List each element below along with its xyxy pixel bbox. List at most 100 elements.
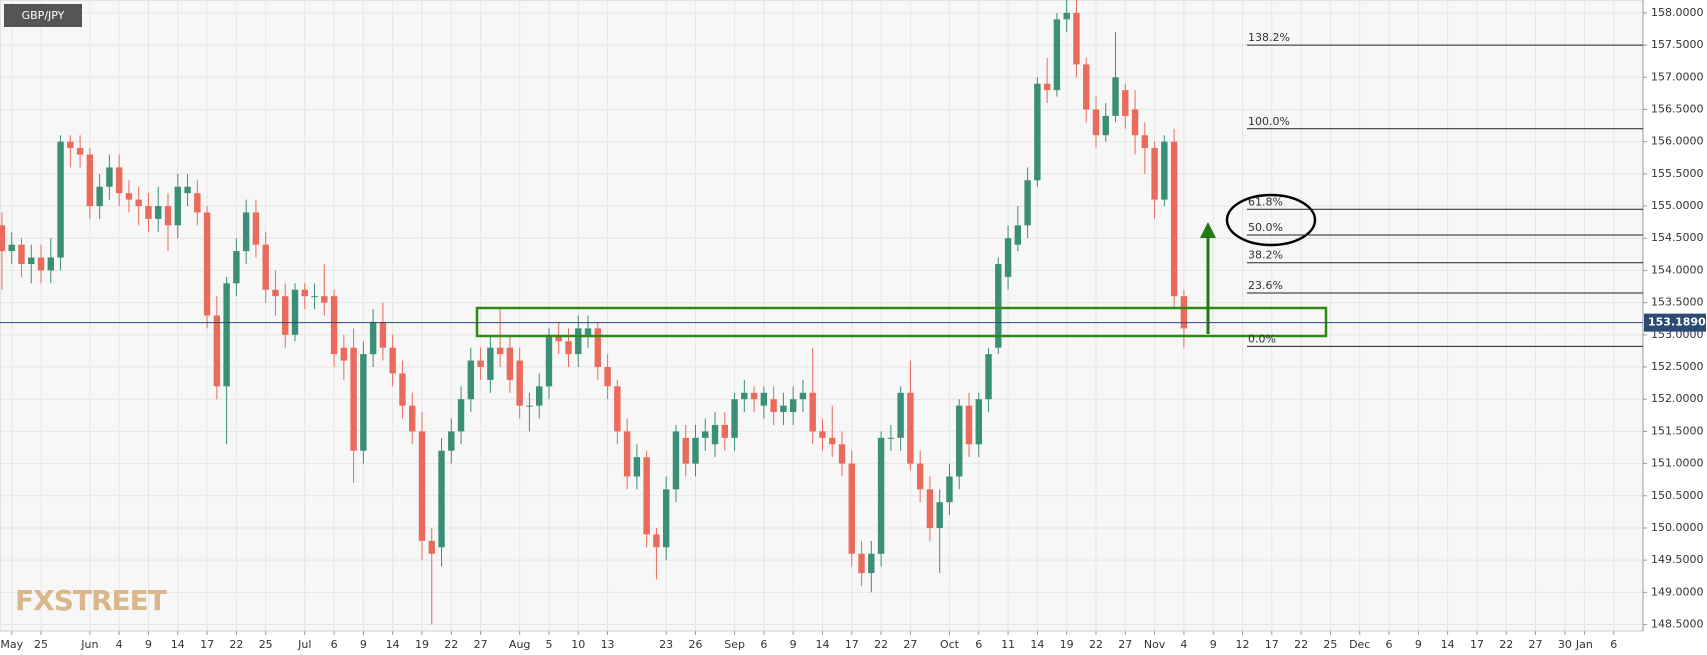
candle-body xyxy=(409,405,416,432)
fib-label: 138.2% xyxy=(1248,31,1290,44)
candle-body xyxy=(233,251,240,284)
candle-body xyxy=(291,289,299,335)
x-tick-label: 17 xyxy=(1265,638,1279,651)
candle-body xyxy=(926,489,934,528)
candle-body xyxy=(1112,77,1119,116)
y-tick-label: 155.5000 xyxy=(1651,167,1704,180)
y-tick-label: 150.0000 xyxy=(1651,521,1704,534)
candle-body xyxy=(467,360,475,400)
candle-body xyxy=(213,315,221,387)
candle-body xyxy=(350,347,357,451)
y-tick-label: 151.0000 xyxy=(1651,457,1704,470)
highlight-ellipse xyxy=(1225,193,1317,247)
candle-body xyxy=(711,424,719,445)
fib-label: 38.2% xyxy=(1248,249,1283,262)
candle-body xyxy=(115,167,123,194)
candle-body xyxy=(457,399,465,432)
y-tick-label: 156.5000 xyxy=(1651,102,1704,115)
candle-body xyxy=(985,354,992,400)
x-tick-label: 30 xyxy=(1558,638,1572,651)
candle-body xyxy=(897,392,904,438)
candle-body xyxy=(203,212,211,316)
candle-body xyxy=(1053,19,1061,91)
plot-area xyxy=(0,0,1644,632)
x-tick-label: 22 xyxy=(1499,638,1513,651)
candle-body xyxy=(584,328,592,335)
x-tick-label: 26 xyxy=(688,638,702,651)
candle-body xyxy=(125,193,133,200)
title-box xyxy=(4,4,82,27)
x-tick-label: 27 xyxy=(1529,638,1543,651)
current-price-box xyxy=(1644,313,1706,332)
x-tick-label: 22 xyxy=(1089,638,1103,651)
y-tick-label: 153.5000 xyxy=(1651,296,1704,309)
x-tick-label: Dec xyxy=(1349,638,1370,651)
candle-body xyxy=(770,399,777,413)
candle-body xyxy=(76,148,84,155)
candle-body xyxy=(575,328,582,355)
candle-body xyxy=(956,405,963,477)
candle-body xyxy=(1092,109,1100,136)
y-tick-label: 148.5000 xyxy=(1651,618,1704,631)
fib-label: 50.0% xyxy=(1248,221,1283,234)
candle-body xyxy=(995,263,1002,348)
x-tick-label: 6 xyxy=(975,638,982,651)
y-tick-label: 149.5000 xyxy=(1651,553,1704,566)
candle-body xyxy=(37,257,45,271)
candle-body xyxy=(692,437,699,464)
y-tick-label: 154.5000 xyxy=(1651,231,1704,244)
candle-body xyxy=(760,392,768,406)
candle-body xyxy=(1004,238,1012,277)
candle-body xyxy=(252,212,260,245)
x-tick-label: 19 xyxy=(415,638,429,651)
candle-body xyxy=(487,347,494,380)
fib-label: 0.0% xyxy=(1248,332,1276,345)
candle-body xyxy=(311,296,318,298)
x-tick-label: 22 xyxy=(874,638,888,651)
candle-body xyxy=(301,289,308,297)
x-tick-label: Jan xyxy=(1575,638,1593,651)
candle-body xyxy=(750,392,758,400)
x-tick-label: May xyxy=(0,638,23,651)
candle-body xyxy=(1131,109,1139,136)
candle-body xyxy=(106,167,113,187)
y-tick-label: 154.0000 xyxy=(1651,263,1704,276)
candle-body xyxy=(731,399,738,438)
x-tick-label: 9 xyxy=(145,638,152,651)
candle-body xyxy=(838,444,846,464)
x-tick-label: 13 xyxy=(601,638,615,651)
candle-body xyxy=(975,399,982,445)
current-price-label: 153.1890 xyxy=(1648,316,1706,329)
y-tick-label: 152.0000 xyxy=(1651,392,1704,405)
candle-body xyxy=(1034,83,1041,181)
candle-body xyxy=(340,347,348,361)
candle-body xyxy=(379,321,387,348)
candle-body xyxy=(96,186,103,207)
candle-body xyxy=(780,405,787,413)
candle-body xyxy=(1161,141,1168,200)
candle-body xyxy=(1180,296,1188,329)
candle-body xyxy=(907,392,914,464)
candle-body xyxy=(1102,115,1109,136)
x-tick-label: 14 xyxy=(1441,638,1455,651)
chart-title: GBP/JPY xyxy=(22,9,65,22)
x-tick-label: 22 xyxy=(444,638,458,651)
x-tick-label: Jul xyxy=(297,638,311,651)
x-tick-label: 11 xyxy=(1001,638,1015,651)
candle-body xyxy=(448,431,455,451)
candle-body xyxy=(321,296,328,303)
candle-body xyxy=(1170,141,1178,297)
candle-body xyxy=(496,347,504,355)
x-tick-label: 17 xyxy=(1470,638,1484,651)
candle-body xyxy=(1043,83,1051,91)
candle-body xyxy=(57,141,64,258)
x-tick-label: 27 xyxy=(474,638,488,651)
candle-body xyxy=(623,431,631,477)
candles xyxy=(0,0,1188,625)
candle-body xyxy=(18,244,25,264)
candle-body xyxy=(1073,12,1080,65)
x-tick-label: 25 xyxy=(259,638,273,651)
x-tick-label: 25 xyxy=(1323,638,1337,651)
candle-body xyxy=(330,296,338,355)
